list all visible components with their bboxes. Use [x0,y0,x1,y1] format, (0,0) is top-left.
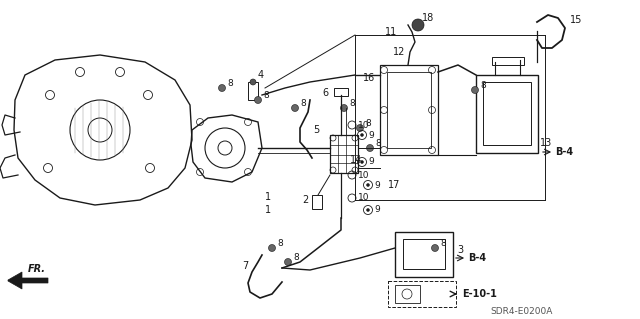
Text: 8: 8 [480,81,486,91]
Circle shape [269,244,275,251]
Bar [334,88,348,96]
Text: 8: 8 [277,240,283,249]
Text: 14: 14 [350,155,362,165]
Bar [330,135,358,173]
Circle shape [412,19,424,31]
Circle shape [250,79,256,85]
Text: B-4: B-4 [468,253,486,263]
Text: 6: 6 [322,88,328,98]
Text: 10: 10 [358,170,369,180]
Bar [395,232,453,277]
Text: 9: 9 [374,205,380,214]
Text: 9: 9 [368,158,374,167]
Circle shape [285,258,291,265]
Polygon shape [8,272,48,289]
Text: 10: 10 [358,121,369,130]
Text: 8: 8 [227,79,233,88]
Text: 12: 12 [393,47,405,57]
Text: 9: 9 [368,130,374,139]
Text: 10: 10 [358,194,369,203]
Bar [248,82,258,100]
Circle shape [255,97,262,103]
Text: 11: 11 [385,27,397,37]
Circle shape [356,124,364,131]
Bar [388,281,456,307]
Text: B-4: B-4 [555,147,573,157]
Text: 16: 16 [363,73,375,83]
Bar [395,285,420,303]
Text: 17: 17 [388,180,401,190]
Bar [387,72,431,148]
Text: 3: 3 [457,245,463,255]
Text: 1: 1 [265,205,271,215]
Text: SDR4-E0200A: SDR4-E0200A [490,308,552,316]
Bar [476,75,538,153]
Text: 8: 8 [365,120,371,129]
Text: 1: 1 [265,192,271,202]
Text: FR.: FR. [28,264,46,274]
Text: 15: 15 [570,15,582,25]
Text: E-10-1: E-10-1 [462,289,497,299]
Circle shape [367,145,374,152]
Text: 18: 18 [422,13,435,23]
Bar [403,239,445,269]
Text: 4: 4 [258,70,264,80]
Text: 8: 8 [375,139,381,149]
Text: 8: 8 [440,240,445,249]
Circle shape [340,105,348,112]
Bar [380,65,438,155]
Text: 5: 5 [313,125,319,135]
Text: 13: 13 [540,138,552,148]
Circle shape [472,86,479,93]
Bar [312,195,322,209]
Text: 8: 8 [300,100,306,108]
Text: 9: 9 [374,181,380,189]
Circle shape [431,244,438,251]
Circle shape [360,160,364,164]
Bar [483,82,531,145]
Text: 8: 8 [263,92,269,100]
Circle shape [367,209,369,211]
Circle shape [360,133,364,137]
Text: 7: 7 [242,261,248,271]
Bar [492,57,524,65]
Circle shape [291,105,298,112]
Text: 8: 8 [293,254,299,263]
Text: 2: 2 [302,195,308,205]
Circle shape [218,85,225,92]
Circle shape [367,183,369,187]
Text: 8: 8 [349,100,355,108]
